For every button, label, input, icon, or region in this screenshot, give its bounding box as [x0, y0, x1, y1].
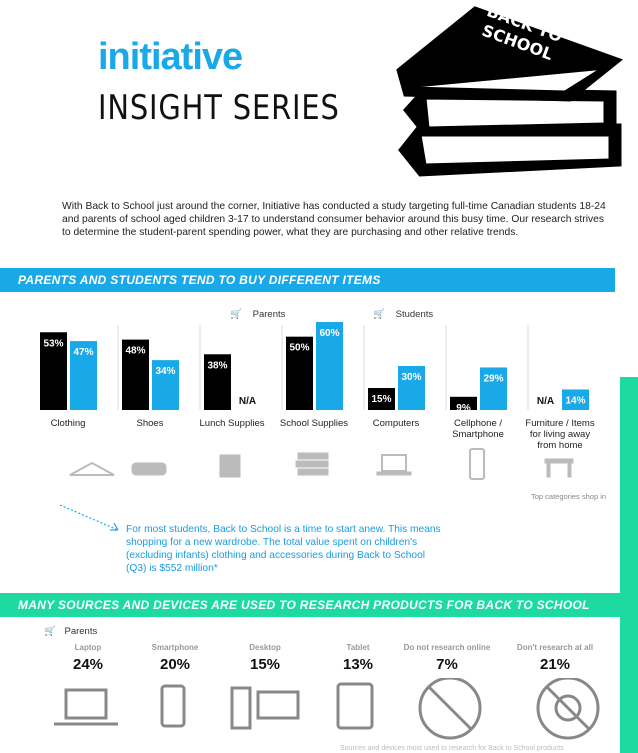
category-tick-label: Shoes [137, 418, 164, 429]
bar-students [398, 366, 425, 410]
section2-legend: 🛒 Parents [44, 626, 97, 637]
section2-band: MANY SOURCES AND DEVICES ARE USED TO RES… [0, 593, 620, 617]
device-label: Don't research at all [516, 643, 594, 652]
cart-icon: 🛒 [373, 309, 385, 320]
device-label: Smartphone [151, 643, 199, 652]
section2-footnote: Sources and devices most used to researc… [340, 745, 564, 752]
laptop-icon [54, 688, 118, 726]
section1-title: PARENTS AND STUDENTS TEND TO BUY DIFFERE… [18, 273, 381, 287]
bar-students [152, 360, 179, 410]
legend-parents: 🛒 Parents [230, 309, 285, 320]
bar-value-label: 47% [73, 347, 93, 358]
category-tick-label: for living away [530, 429, 590, 440]
books-illustration: BACK TO SCHOOL [396, 1, 624, 177]
bar-students [480, 367, 507, 410]
category-tick-label: Lunch Supplies [200, 418, 265, 429]
lunch-bag-icon [219, 454, 241, 478]
device-label: Do not research online [403, 643, 491, 652]
cart-icon: 🛒 [44, 626, 56, 637]
bar-value-label: 38% [207, 360, 227, 371]
device-percent: 13% [342, 656, 374, 673]
device-percent: 24% [72, 656, 104, 673]
device-label: Tablet [346, 643, 370, 652]
section2-legend-label: Parents [64, 626, 98, 637]
bar-value-label: 48% [125, 346, 145, 357]
category-tick-label: Computers [373, 418, 420, 429]
device-label: Desktop [249, 643, 281, 652]
smartphone-icon [469, 448, 485, 480]
bar-parents [286, 336, 313, 410]
category-tick-label: Furniture / Items [525, 418, 594, 429]
bar-value-label: 15% [371, 394, 391, 405]
bar-value-label: 9% [456, 403, 471, 414]
bar-value-label: 50% [289, 343, 309, 354]
intro-text: With Back to School just around the corn… [62, 201, 606, 238]
device-percent: 15% [249, 656, 281, 673]
bar-na-label: N/A [537, 396, 554, 407]
legend-parents-label: Parents [252, 309, 286, 320]
books-stack-icon [295, 452, 329, 476]
section1-footnote: Top categories shop in [531, 492, 607, 501]
bar-parents [122, 339, 149, 410]
bar-value-label: 34% [155, 366, 175, 377]
no-online-icon [418, 678, 482, 740]
section1-note: For most students, Back to School is a t… [126, 524, 441, 574]
bar-na-label: N/A [239, 396, 256, 407]
brand-logo: initiative [98, 36, 243, 78]
series-title: INSIGHT SERIES [98, 88, 340, 128]
category-tick-label: Cellphone / [454, 418, 502, 429]
legend-students-label: Students [395, 309, 434, 320]
bar-value-label: 29% [483, 373, 503, 384]
cart-icon: 🛒 [230, 309, 242, 320]
bar-value-label: 14% [565, 395, 585, 406]
legend-students: 🛒 Students [373, 309, 433, 320]
bar-parents [40, 332, 67, 410]
section2-title: MANY SOURCES AND DEVICES ARE USED TO RES… [18, 598, 590, 612]
bar-value-label: 30% [401, 372, 421, 383]
hanger-icon [69, 461, 115, 476]
dotted-arrow [59, 504, 119, 531]
shoe-icon [131, 462, 167, 476]
bar-value-label: 60% [319, 328, 339, 339]
category-tick-label: Clothing [51, 418, 86, 429]
bar-parents [204, 354, 231, 410]
tablet-icon [336, 682, 374, 730]
category-icons-row [69, 448, 574, 480]
device-label: Laptop [74, 643, 102, 652]
bar-students [70, 341, 97, 410]
smartphone-icon [160, 684, 186, 728]
bar-parents [368, 388, 395, 410]
device-percent: 21% [539, 656, 571, 673]
section1-band: PARENTS AND STUDENTS TEND TO BUY DIFFERE… [0, 268, 615, 292]
bar-students [562, 389, 589, 410]
no-research-icon [536, 678, 600, 740]
band-extension [620, 593, 638, 617]
category-tick-label: Smartphone [452, 429, 504, 440]
laptop-icon [376, 454, 412, 476]
bar-students [316, 322, 343, 410]
desktop-icon [230, 686, 300, 730]
bar-value-label: 53% [43, 338, 63, 349]
device-icons [54, 678, 600, 740]
bar-parents [450, 396, 477, 410]
desk-icon [544, 458, 574, 478]
device-percent: 20% [159, 656, 191, 673]
category-bar-chart: 53% 47% Clothing 48% 34% Shoes 38% N/A Lunch Sup… [40, 322, 595, 451]
device-percent: 7% [436, 656, 458, 673]
category-tick-label: School Supplies [280, 418, 348, 429]
green-edge-decoration [620, 377, 638, 753]
category-tick-label: from home [537, 440, 582, 451]
